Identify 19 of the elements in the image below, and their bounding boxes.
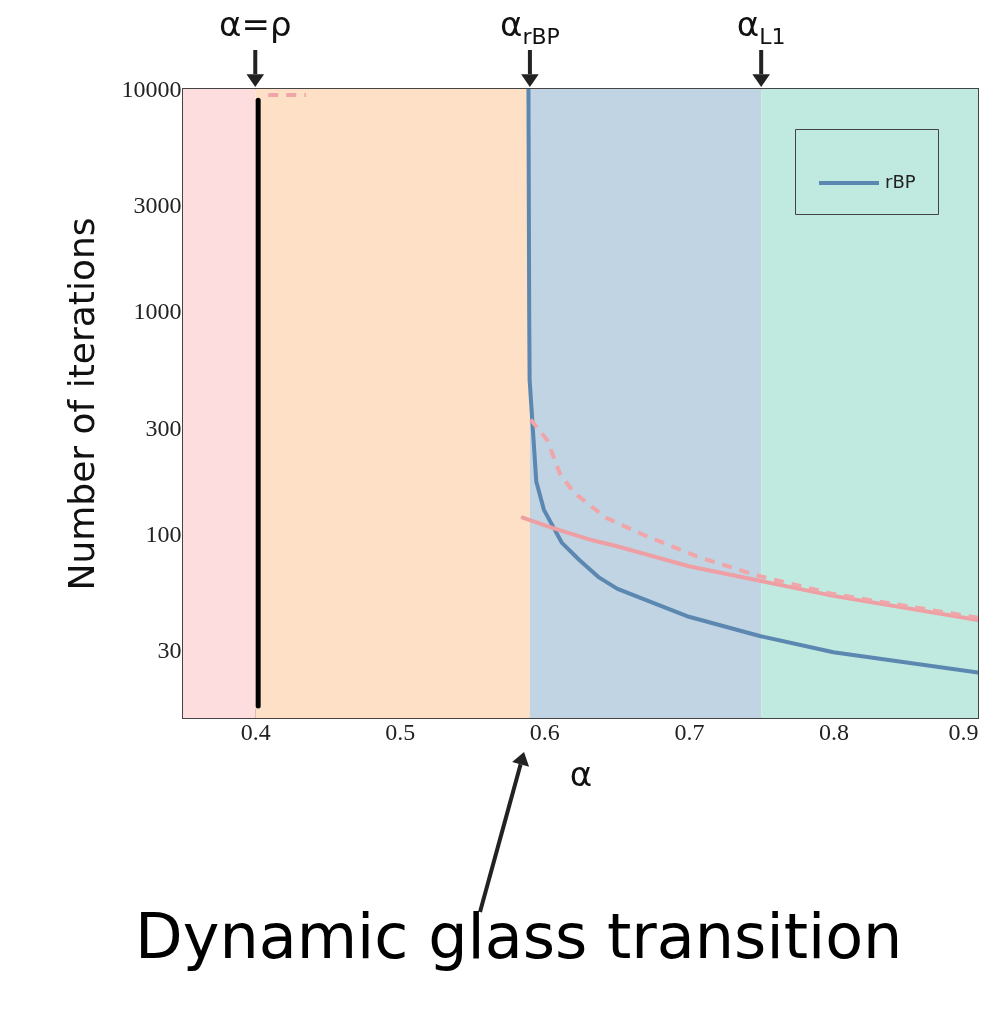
y-axis-title: Number of iterations — [60, 217, 102, 591]
text: Dynamic glass transition — [135, 900, 903, 973]
y-tick-label: 300 — [145, 414, 182, 441]
x-tick-label: 0.7 — [674, 718, 705, 745]
y-tick-label: 3000 — [133, 191, 182, 218]
band-label: α=ρ — [219, 4, 292, 44]
x-tick-label: 0.4 — [240, 718, 271, 745]
y-tick-label: 30 — [157, 637, 182, 664]
x-tick-label: 0.8 — [818, 718, 849, 745]
x-tick-label: 0.6 — [529, 718, 560, 745]
band-label: α$_{L1}$ — [736, 4, 786, 49]
x-axis-title: α — [569, 753, 593, 794]
y-tick-label: 10000 — [121, 75, 182, 102]
x-tick-label: 0.9 — [948, 718, 979, 745]
y-tick-label: 1000 — [133, 298, 182, 325]
y-tick-label: 100 — [145, 520, 182, 547]
x-tick-label: 0.5 — [385, 718, 416, 745]
legend-label: rBP — [885, 171, 916, 192]
band-label: α$_{rBP}$ — [499, 4, 560, 49]
